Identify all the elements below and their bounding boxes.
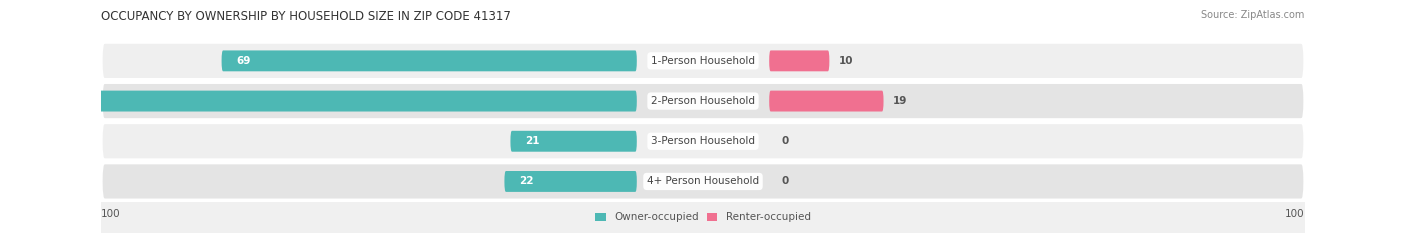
Text: 21: 21 — [526, 136, 540, 146]
Text: 94: 94 — [86, 96, 101, 106]
FancyBboxPatch shape — [222, 50, 637, 71]
Text: 69: 69 — [236, 56, 252, 66]
FancyBboxPatch shape — [72, 91, 637, 112]
Legend: Owner-occupied, Renter-occupied: Owner-occupied, Renter-occupied — [591, 208, 815, 226]
Text: OCCUPANCY BY OWNERSHIP BY HOUSEHOLD SIZE IN ZIP CODE 41317: OCCUPANCY BY OWNERSHIP BY HOUSEHOLD SIZE… — [101, 10, 512, 23]
FancyBboxPatch shape — [101, 123, 1305, 160]
Text: 2-Person Household: 2-Person Household — [651, 96, 755, 106]
FancyBboxPatch shape — [101, 82, 1305, 120]
FancyBboxPatch shape — [505, 171, 637, 192]
Text: 100: 100 — [1285, 209, 1305, 219]
Text: 0: 0 — [782, 176, 789, 186]
Text: Source: ZipAtlas.com: Source: ZipAtlas.com — [1201, 10, 1305, 20]
FancyBboxPatch shape — [101, 42, 1305, 79]
Text: 0: 0 — [782, 136, 789, 146]
FancyBboxPatch shape — [101, 163, 1305, 200]
Text: 10: 10 — [838, 56, 853, 66]
FancyBboxPatch shape — [769, 50, 830, 71]
Text: 3-Person Household: 3-Person Household — [651, 136, 755, 146]
Text: 22: 22 — [519, 176, 534, 186]
Text: 4+ Person Household: 4+ Person Household — [647, 176, 759, 186]
FancyBboxPatch shape — [769, 91, 883, 112]
FancyBboxPatch shape — [510, 131, 637, 152]
Text: 1-Person Household: 1-Person Household — [651, 56, 755, 66]
Text: 19: 19 — [893, 96, 907, 106]
Text: 100: 100 — [101, 209, 121, 219]
